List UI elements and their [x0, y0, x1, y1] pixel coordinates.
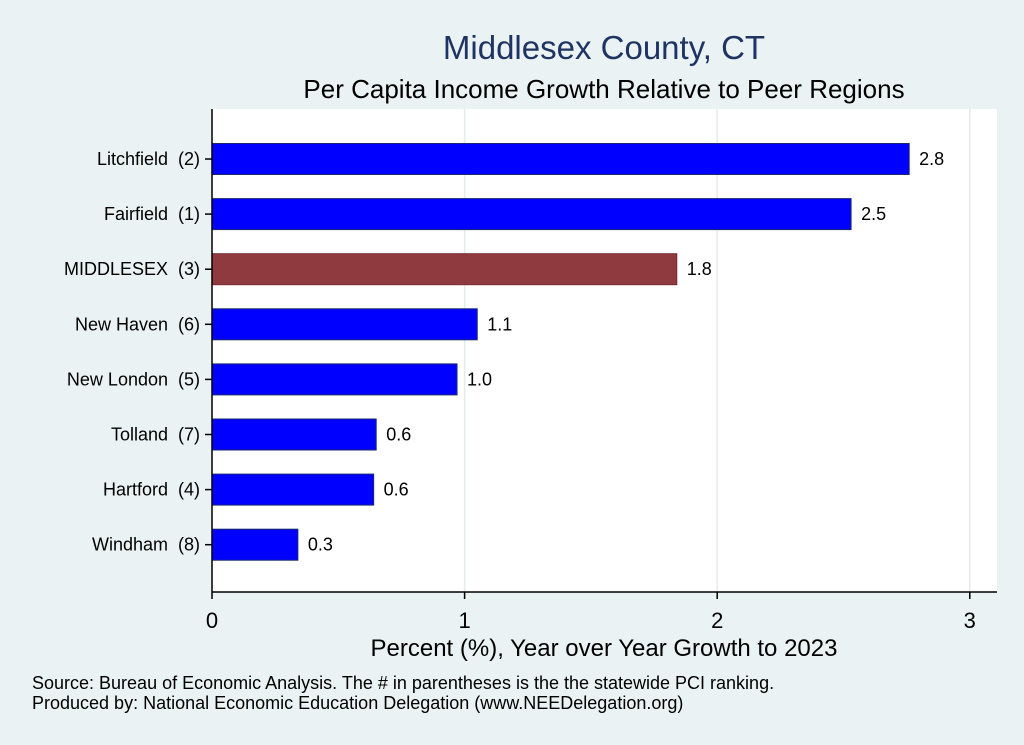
plot-area [212, 109, 997, 592]
bar-value-label: 0.6 [384, 480, 409, 500]
source-note: Source: Bureau of Economic Analysis. The… [32, 673, 774, 693]
bar-value-label: 1.0 [467, 369, 492, 389]
bar [211, 198, 852, 231]
x-tick-label: 3 [964, 608, 976, 633]
bar [211, 473, 375, 506]
x-tick-label: 2 [711, 608, 723, 633]
bar-value-label: 1.1 [487, 314, 512, 334]
y-tick-label: MIDDLESEX (3) [64, 259, 200, 279]
bar-value-label: 2.8 [919, 149, 944, 169]
bar [211, 528, 299, 561]
y-tick-label: Litchfield (2) [97, 149, 200, 169]
axes [211, 109, 997, 593]
bar-value-label: 1.8 [687, 259, 712, 279]
bar-value-label: 2.5 [861, 204, 886, 224]
y-tick-label: Hartford (4) [103, 480, 200, 500]
y-tick-label: New Haven (6) [75, 314, 200, 334]
x-axis-label: Percent (%), Year over Year Growth to 20… [371, 635, 838, 662]
bar-value-label: 0.6 [386, 425, 411, 445]
y-tick-label: Windham (8) [92, 535, 200, 555]
x-tick-labels: 0 1 2 3 [206, 592, 976, 633]
bar [211, 363, 458, 396]
producer-note: Produced by: National Economic Education… [32, 693, 683, 713]
bar-value-label: 0.3 [308, 535, 333, 555]
bar [211, 308, 478, 341]
x-tick-label: 0 [206, 608, 218, 633]
y-tick-labels: Litchfield (2) Fairfield (1) MIDDLESEX (3)… [64, 149, 212, 555]
bar [211, 143, 910, 175]
bar [211, 418, 377, 451]
y-tick-label: Tolland (7) [111, 425, 200, 445]
bar-highlight [211, 253, 678, 286]
y-tick-label: Fairfield (1) [104, 204, 200, 224]
x-tick-label: 1 [458, 608, 470, 633]
bars: 2.8 2.5 1.8 1.1 1.0 0.6 0.6 0.3 [211, 143, 944, 561]
y-tick-label: New London (5) [67, 369, 200, 389]
chart-title: Middlesex County, CT [443, 29, 765, 66]
chart-subtitle: Per Capita Income Growth Relative to Pee… [303, 74, 904, 104]
grid-lines [463, 109, 971, 592]
